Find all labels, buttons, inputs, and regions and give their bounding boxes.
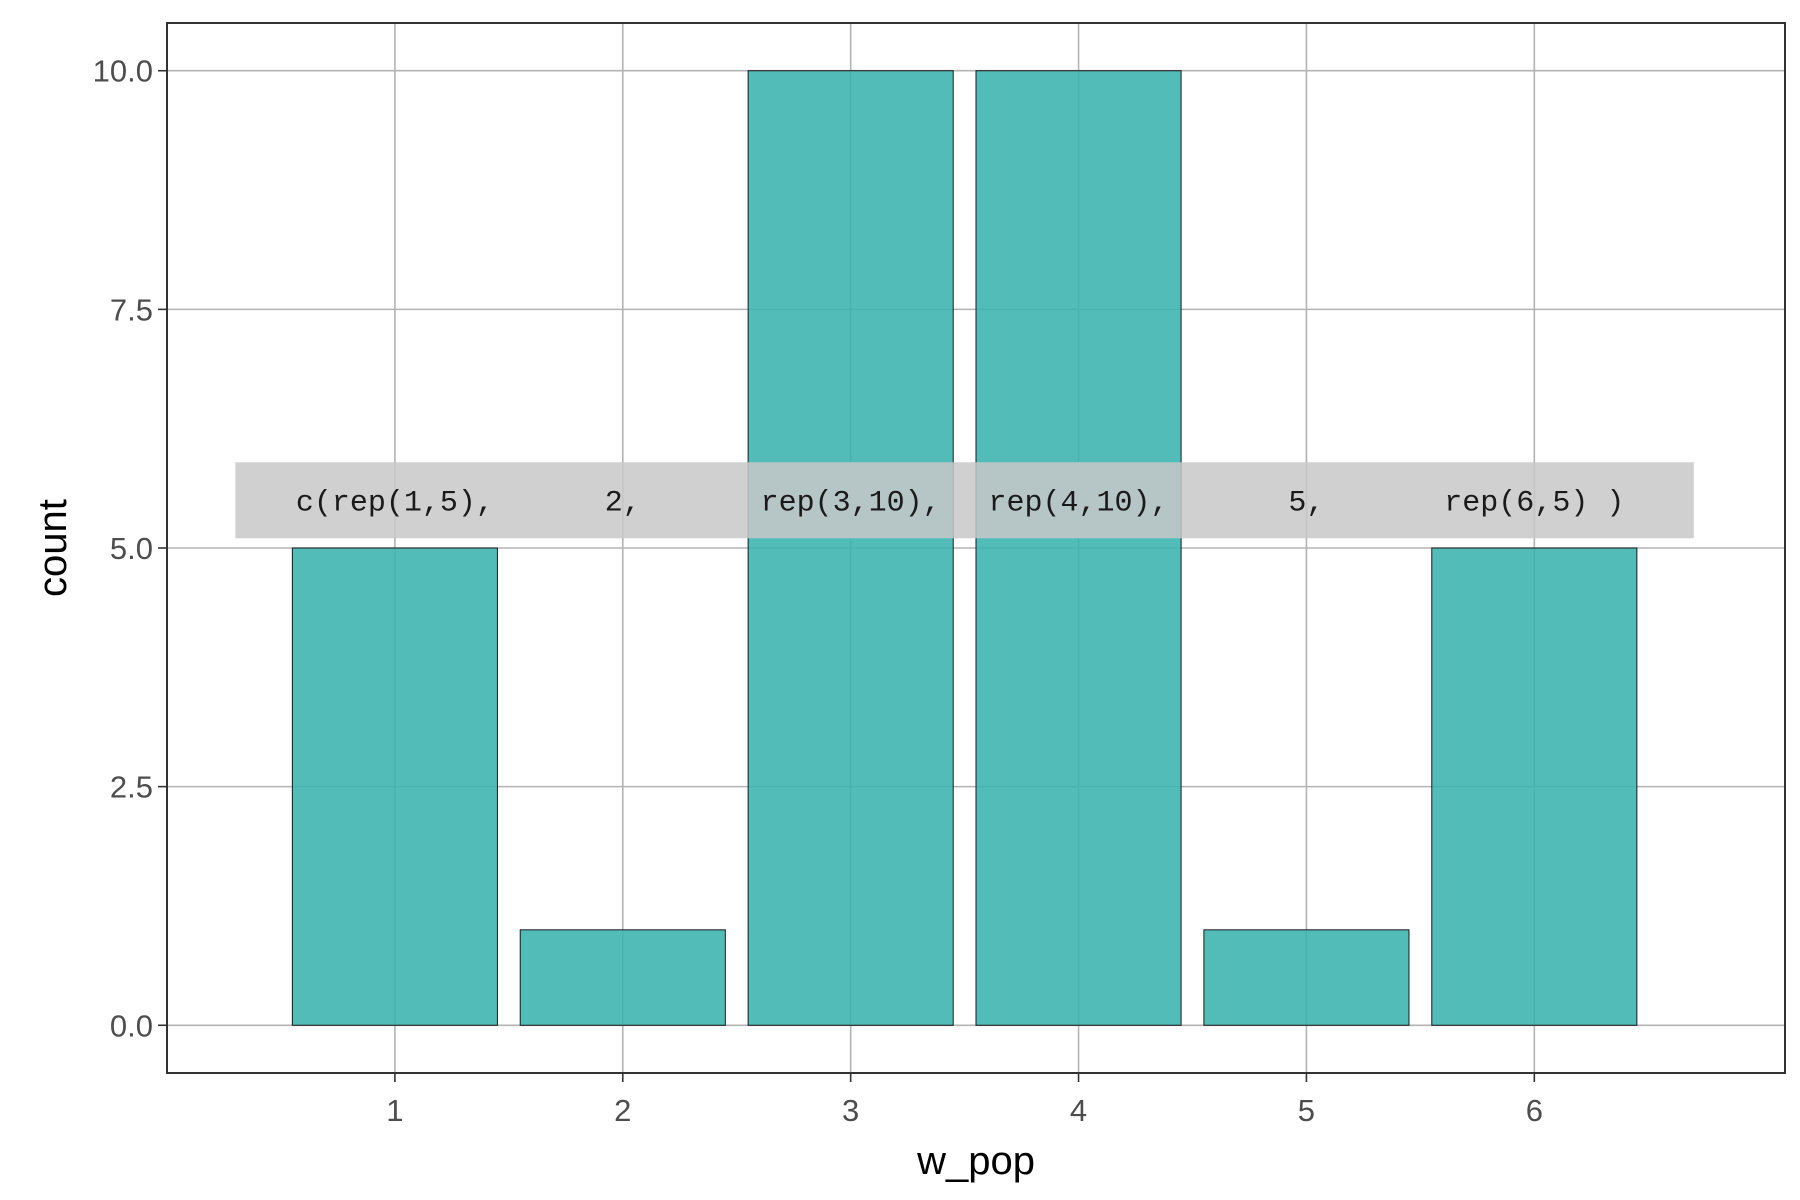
- y-tick-label: 5.0: [110, 531, 153, 566]
- annotation-segment: rep(6,5) ): [1444, 486, 1624, 520]
- x-tick-label: 1: [386, 1093, 403, 1128]
- annotation-band: [235, 462, 1694, 539]
- bar-2: [519, 929, 726, 1026]
- x-tick-label: 5: [1298, 1093, 1315, 1128]
- annotation-segment: rep(4,10),: [989, 486, 1169, 520]
- x-tick-label: 4: [1070, 1093, 1087, 1128]
- bar-4: [975, 70, 1182, 1026]
- x-axis-title: w_pop: [916, 1139, 1035, 1183]
- bar-3: [747, 70, 954, 1026]
- annotation-segment: 5,: [1288, 486, 1324, 520]
- x-tick-label: 3: [842, 1093, 859, 1128]
- y-axis-title: count: [31, 499, 75, 597]
- y-tick-label: 10.0: [93, 54, 153, 89]
- y-tick-label: 2.5: [110, 770, 153, 805]
- code-annotation: c(rep(1,5), 2, rep(3,10), rep(4,10), 5, rep(6…: [235, 462, 1694, 539]
- annotation-segment: c(rep(1,5),: [296, 486, 494, 520]
- annotation-segment: rep(3,10),: [761, 486, 941, 520]
- bar-6: [1431, 547, 1638, 1026]
- y-tick-label: 0.0: [110, 1008, 153, 1043]
- x-tick-label: 2: [614, 1093, 631, 1128]
- bars: [291, 70, 1638, 1026]
- bar-1: [291, 547, 498, 1026]
- x-tick-label: 6: [1526, 1093, 1543, 1128]
- annotation-segment: 2,: [605, 486, 641, 520]
- y-tick-label: 7.5: [110, 292, 153, 327]
- bar-5: [1203, 929, 1410, 1026]
- axis-ticks: 0.0 2.5 5.0 7.5 10.0 1 2 3 4 5 6: [93, 54, 1543, 1128]
